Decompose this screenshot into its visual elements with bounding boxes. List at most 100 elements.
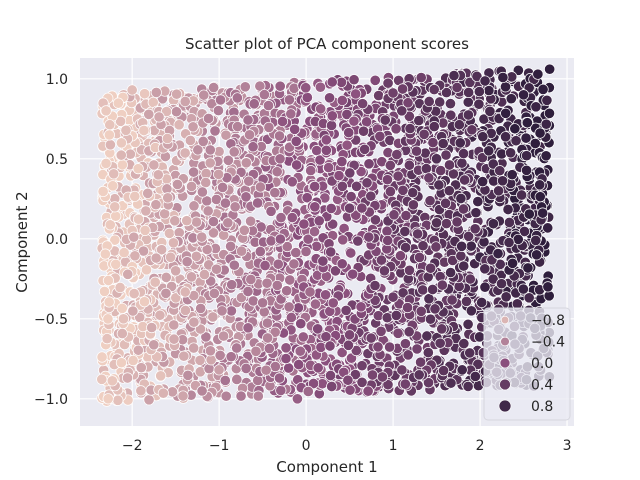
scatter-point	[392, 170, 404, 182]
scatter-point	[169, 215, 181, 227]
scatter-point	[403, 110, 415, 122]
scatter-point	[179, 95, 191, 108]
scatter-point	[397, 184, 409, 196]
scatter-point	[128, 231, 140, 243]
scatter-point	[336, 258, 348, 270]
scatter-point	[292, 302, 304, 314]
scatter-point	[479, 263, 491, 275]
scatter-point	[323, 162, 335, 174]
scatter-point	[285, 311, 297, 324]
scatter-point	[540, 150, 552, 162]
scatter-point	[240, 362, 252, 374]
scatter-point	[511, 298, 523, 310]
scatter-point	[170, 265, 182, 277]
scatter-point	[399, 225, 411, 238]
scatter-point	[521, 117, 533, 129]
scatter-point	[104, 139, 116, 151]
scatter-point	[167, 237, 179, 249]
scatter-point	[379, 114, 391, 126]
scatter-point	[315, 341, 327, 353]
scatter-point	[522, 262, 534, 274]
scatter-point	[132, 163, 144, 175]
scatter-point	[455, 192, 467, 205]
legend-box	[483, 307, 571, 421]
scatter-point	[148, 159, 160, 171]
legend-marker	[498, 399, 512, 413]
scatter-point	[212, 105, 224, 117]
legend-marker	[499, 357, 511, 369]
scatter-point	[274, 233, 286, 245]
scatter-point	[122, 268, 134, 280]
scatter-point	[317, 255, 329, 267]
scatter-point	[195, 302, 207, 314]
scatter-point	[148, 339, 160, 351]
scatter-point	[465, 305, 477, 317]
scatter-point	[397, 83, 409, 95]
scatter-point	[484, 105, 496, 117]
scatter-point	[509, 123, 521, 135]
scatter-point	[295, 318, 307, 330]
scatter-point	[357, 98, 369, 110]
legend-label: 0.0	[531, 356, 553, 372]
scatter-point	[433, 179, 445, 191]
scatter-point	[150, 86, 162, 98]
scatter-point	[96, 351, 108, 363]
scatter-point	[239, 81, 251, 93]
scatter-point	[286, 212, 298, 224]
scatter-point	[309, 201, 321, 213]
scatter-point	[415, 305, 427, 317]
scatter-point	[372, 341, 384, 353]
scatter-point	[156, 244, 168, 256]
scatter-point	[243, 175, 255, 187]
legend-label: 0.4	[531, 378, 553, 394]
scatter-point	[190, 216, 203, 228]
scatter-point	[202, 205, 214, 217]
scatter-point	[217, 181, 229, 193]
scatter-point	[483, 145, 495, 157]
scatter-point	[352, 235, 364, 247]
scatter-point	[424, 195, 436, 207]
scatter-point	[530, 101, 542, 113]
x-tick-label: −2	[122, 438, 143, 454]
scatter-point	[240, 157, 252, 169]
scatter-point	[473, 98, 485, 110]
scatter-point	[271, 279, 283, 292]
scatter-point	[274, 153, 286, 165]
scatter-point	[310, 240, 323, 252]
scatter-point	[210, 263, 223, 275]
scatter-point	[463, 230, 475, 242]
scatter-point	[344, 202, 356, 214]
scatter-point	[443, 159, 456, 171]
scatter-point	[298, 218, 310, 230]
scatter-point	[403, 159, 415, 171]
scatter-point	[365, 190, 377, 202]
scatter-point	[103, 129, 115, 141]
scatter-point	[502, 203, 514, 216]
scatter-point	[357, 125, 370, 137]
scatter-point	[260, 364, 272, 376]
scatter-point	[257, 297, 269, 309]
scatter-point	[129, 250, 141, 262]
scatter-point	[463, 86, 475, 99]
scatter-point	[382, 379, 394, 391]
legend-marker	[500, 315, 510, 325]
scatter-point	[140, 205, 152, 217]
scatter-point	[110, 258, 122, 270]
scatter-point	[521, 150, 533, 162]
scatter-point	[240, 191, 252, 203]
scatter-point	[155, 370, 167, 382]
hue-legend: −0.8 −0.4 0.0 0.4 0.8	[483, 307, 571, 421]
scatter-point	[245, 215, 257, 227]
scatter-point	[337, 234, 349, 246]
scatter-point	[258, 306, 270, 318]
scatter-point	[106, 375, 118, 387]
scatter-point	[340, 304, 352, 316]
scatter-point	[336, 180, 348, 192]
scatter-point	[248, 98, 260, 110]
chart-title: Scatter plot of PCA component scores	[185, 35, 469, 53]
scatter-point	[344, 167, 356, 179]
scatter-point	[198, 89, 210, 101]
scatter-point	[228, 259, 240, 271]
scatter-point	[226, 279, 238, 291]
legend-label: −0.8	[531, 313, 565, 329]
